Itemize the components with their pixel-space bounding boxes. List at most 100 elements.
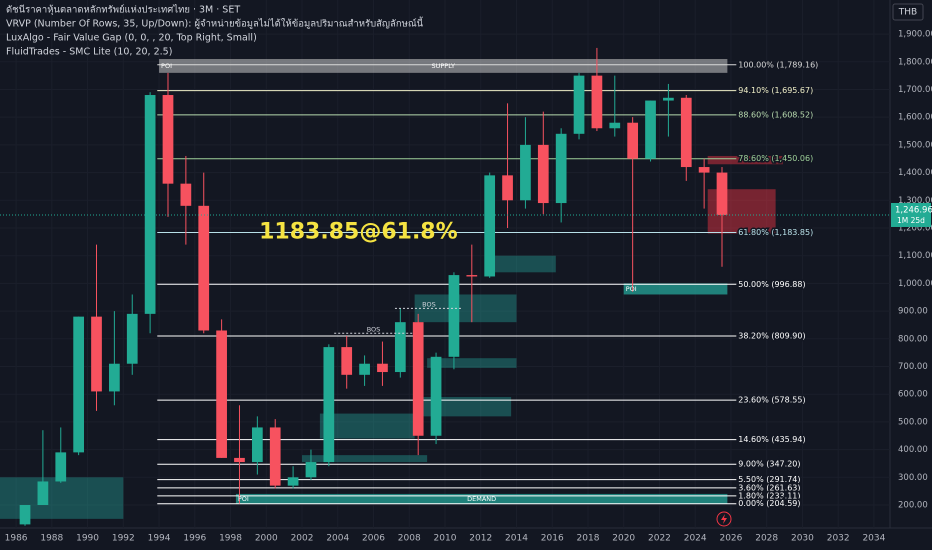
x-tick-label: 2000 [255,534,278,544]
y-tick-label: 1,800.00 [898,57,932,67]
candles [19,47,728,526]
zone [486,255,556,273]
candle-body [591,75,603,129]
labels: POI SUPPLY POI POI DEMAND BOS BOS 100.00% (1,78… [161,59,820,510]
candle-body [537,144,549,204]
candle-body [663,97,674,101]
fib-label: 23.60% (578.55) [738,396,805,405]
zone [0,477,124,519]
event-icon[interactable] [716,511,732,527]
y-tick-label: 1,300.00 [898,196,932,206]
candle-body [251,427,263,463]
y-tick-label: 700.00 [898,362,928,372]
legend-line: ดัชนีราคาหุ้นตลาดหลักทรัพย์แห่งประเทศไทย… [6,4,240,16]
zone [159,59,728,73]
y-tick-label: 1,600.00 [898,113,932,123]
y-tick-label: 1,700.00 [898,85,932,95]
candle-body [359,363,370,375]
legend-line: LuxAlgo - Fair Value Gap (0, 0, , 20, To… [6,33,257,44]
zone [302,455,428,463]
zone [623,283,728,295]
y-tick-label: 300.00 [898,473,928,483]
x-tick-label: 1992 [112,534,135,544]
candle-body [412,322,424,436]
candle-body [305,462,317,478]
x-tick-label: 2016 [541,534,564,544]
currency-box[interactable] [892,3,924,21]
x-tick-label: 2018 [577,534,600,544]
legend-line: FluidTrades - SMC Lite (10, 20, 2.5) [6,47,172,58]
x-tick-label: 2028 [755,534,778,544]
candle-body [19,505,31,525]
x-tick-label: 2022 [648,534,671,544]
candle-body [216,330,227,458]
candle-body [484,175,496,277]
x-tick-label: 2024 [684,534,707,544]
y-tick-label: 800.00 [898,334,928,344]
fib-label: 88.60% (1,608.52) [738,110,813,119]
candle-body [126,313,138,364]
fib-label: 5.50% (291.74) [738,475,800,484]
candle-body [162,95,174,184]
zone-label: DEMAND [467,495,496,503]
x-tick-label: 2034 [862,534,885,544]
last-price: 1,246.96 [895,205,932,215]
candle-body [73,316,84,453]
zone [235,493,728,504]
candle-body [323,347,335,463]
x-tick-label: 1988 [40,534,63,544]
y-tick-label: 1,000.00 [898,279,932,289]
candle-body [37,481,49,506]
candle-body [430,356,442,436]
countdown: 1M 25d [897,216,925,225]
candle-body [680,97,692,168]
x-tick-label: 2010 [434,534,457,544]
event-icon-bolt [721,514,727,524]
fib-label: 61.80% (1,183.85) [738,228,813,237]
y-tick-label: 1,100.00 [898,251,932,261]
candle-body [91,316,102,392]
fib-label: 1.80% (233.11) [738,491,800,500]
candle-body [269,427,281,486]
fib-label: 50.00% (996.88) [738,280,805,289]
candle-body [341,347,353,375]
candle-body [502,175,513,201]
zone-label: POI [238,495,249,503]
x-tick-label: 1996 [183,534,206,544]
fib-label: 100.00% (1,789.16) [738,60,818,69]
fib-label: 0.00% (204.59) [738,499,800,508]
x-tick-label: 1994 [148,534,171,544]
x-tick-label: 1990 [76,534,99,544]
x-tick-label: 2012 [469,534,492,544]
candle-body [198,205,210,331]
x-tick-label: 2020 [612,534,635,544]
fib-label: 3.60% (261.63) [738,483,800,492]
candle-body [394,322,406,373]
fib-label: 14.60% (435.94) [738,435,805,444]
candle-body [287,477,299,486]
y-tick-label: 1,200.00 [898,223,932,233]
y-tick-label: 1,500.00 [898,140,932,150]
legend-line: VRVP (Number Of Rows, 35, Up/Down): ผู้จ… [6,17,424,30]
fib [157,64,737,505]
currency: THB [898,8,917,18]
x-tick-label: 2008 [398,534,421,544]
y-tick-label: 400.00 [898,445,928,455]
x-tick-label: 2032 [827,534,850,544]
y-tick-label: 500.00 [898,417,928,427]
candle-body [377,363,388,373]
fib-label: 78.60% (1,450.06) [738,154,813,163]
candle-body [55,452,67,482]
fib-label: 94.10% (1,695.67) [738,86,813,95]
zone-label: POI [161,62,172,70]
x-tick-label: 2026 [719,534,742,544]
y-tick-label: 900.00 [898,307,928,317]
annotation: 1183.85@61.8% [259,219,458,244]
x-tick-label: 1998 [219,534,242,544]
zone [319,413,415,439]
candle-body [466,275,478,277]
x-tick-label: 1986 [5,534,28,544]
candle-body [144,95,156,314]
